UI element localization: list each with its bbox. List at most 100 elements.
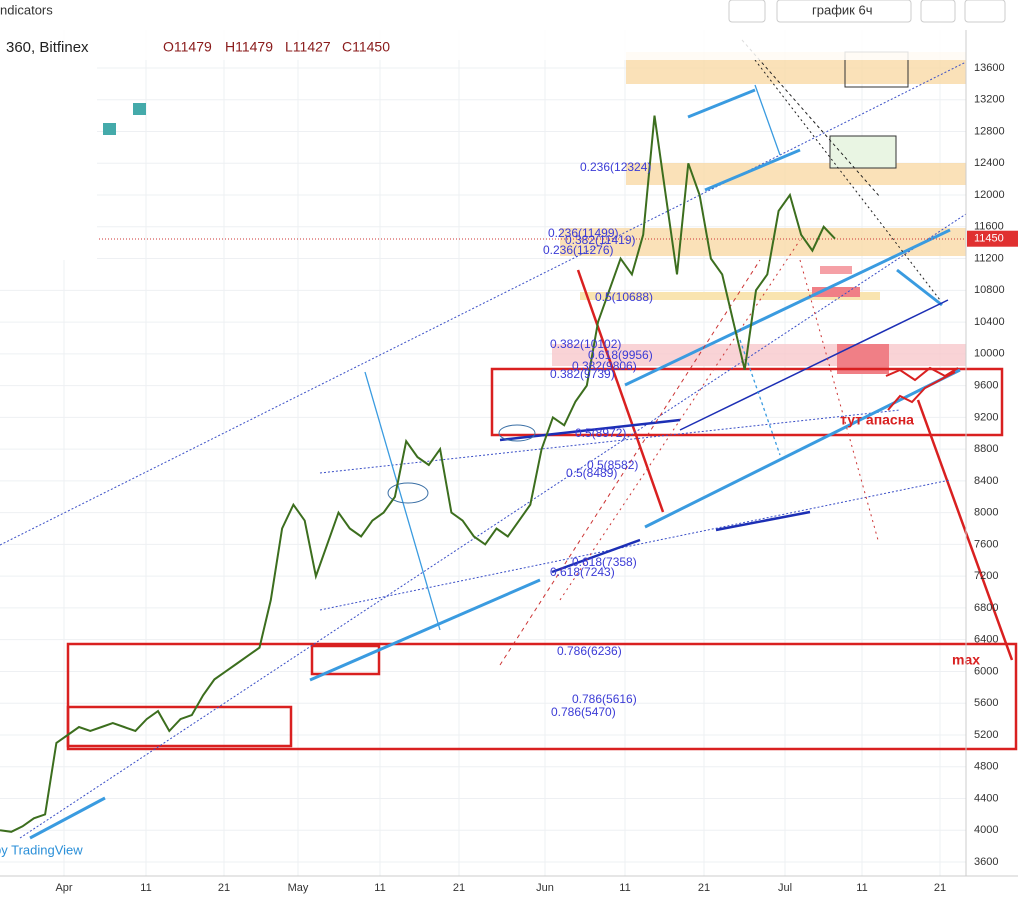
trend-line <box>741 39 881 198</box>
fullscreen-button[interactable] <box>964 0 1006 23</box>
price-tick-label: 12400 <box>974 157 1005 169</box>
red-frame <box>490 367 1004 437</box>
fib-label: 0.5(8582) <box>587 458 638 472</box>
price-tick-label: 6400 <box>974 634 998 646</box>
time-tick-label: 11 <box>619 882 630 894</box>
trend-line <box>309 578 541 682</box>
trend-line <box>704 148 801 192</box>
symbol: 360, Bitfinex <box>6 39 89 56</box>
fib-label: 0.382(11419) <box>565 233 636 247</box>
trend-line <box>687 88 756 119</box>
price-tick-label: 8000 <box>974 507 998 519</box>
time-tick-label: 21 <box>218 882 230 894</box>
trend-line <box>551 538 641 574</box>
fib-label: 0.5(8489) <box>566 466 617 480</box>
time-tick-label: May <box>288 882 309 894</box>
price-line <box>0 115 836 833</box>
indicators-button[interactable]: ndicators <box>0 2 53 17</box>
red-frame <box>310 644 381 676</box>
scribble <box>887 371 956 411</box>
ohlc-value: H11479 <box>225 39 273 55</box>
price-tick-label: 5600 <box>974 697 998 709</box>
time-tick-label: 21 <box>698 882 710 894</box>
time-tick-label: 11 <box>374 882 385 894</box>
screenshot-button[interactable] <box>728 0 766 23</box>
interval-label: график 6ч <box>812 2 872 17</box>
price-tick-label: 3600 <box>974 856 998 868</box>
current-price-label: 11450 <box>974 233 1004 245</box>
price-tick-label: 9600 <box>974 380 998 392</box>
fib-label: 0.786(5616) <box>572 692 637 706</box>
ohlc-value: L11427 <box>285 39 331 55</box>
trend-line <box>715 510 811 532</box>
trend-line <box>624 228 951 387</box>
trend-line <box>754 59 941 301</box>
price-tick-label: 10800 <box>974 284 1005 296</box>
fib-label: 0.236(11276) <box>543 243 614 257</box>
settings-button[interactable] <box>920 0 956 23</box>
price-tick-label: 8400 <box>974 475 998 487</box>
fib-label: 0.382(9806) <box>572 359 637 373</box>
icon[interactable] <box>103 123 116 135</box>
price-tick-label: 7600 <box>974 538 998 550</box>
red-frame <box>66 705 293 748</box>
annotation: тут апасна <box>840 412 914 428</box>
zone <box>626 163 966 185</box>
price-tick-label: 10400 <box>974 316 1005 328</box>
price-tick-label: 12800 <box>974 125 1005 137</box>
fib-label: 0.618(7243) <box>550 565 615 579</box>
trend-line <box>896 268 943 307</box>
time-tick-label: Jun <box>536 882 554 894</box>
price-tick-label: 4000 <box>974 824 998 836</box>
trend-line <box>679 299 949 431</box>
measure-arrow <box>754 84 781 156</box>
price-tick-label: 4400 <box>974 792 998 804</box>
fib-label: 0.786(6236) <box>557 644 622 658</box>
price-tick-label: 13600 <box>974 62 1005 74</box>
scribble <box>885 366 959 382</box>
channel-line <box>319 409 901 474</box>
ohlc-value: C11450 <box>342 39 390 55</box>
red-frame <box>66 642 1018 751</box>
trend-line <box>499 259 761 666</box>
marker-ellipse <box>498 424 536 442</box>
price-tick-label: 13200 <box>974 94 1005 106</box>
indicator-panel <box>0 60 97 260</box>
current-price-box <box>967 230 1018 247</box>
price-tick-label: 6000 <box>974 665 998 677</box>
time-tick-label: 11 <box>140 882 151 894</box>
legend-bar <box>0 30 966 60</box>
trend-line <box>29 796 106 840</box>
trend-line <box>559 239 801 601</box>
fib-label: 0.786(5470) <box>551 705 616 719</box>
fib-label: 0.236(12324) <box>580 160 651 174</box>
trend-line <box>499 418 681 442</box>
zone <box>812 287 860 297</box>
red-arrow <box>916 399 1014 661</box>
time-tick-label: 21 <box>453 882 465 894</box>
fib-label: 0.618(7358) <box>572 555 637 569</box>
channel-line <box>0 61 967 546</box>
price-tick-label: 7200 <box>974 570 998 582</box>
marker-ellipse <box>387 482 429 504</box>
trend-line <box>644 368 961 529</box>
price-tick-label: 9200 <box>974 411 998 423</box>
price-tick-label: 10000 <box>974 348 1005 360</box>
price-tick-label: 6800 <box>974 602 998 614</box>
interval-button[interactable] <box>776 0 912 23</box>
channel-line <box>319 479 951 611</box>
time-tick-label: 11 <box>856 882 867 894</box>
fib-label: 0.382(9739) <box>550 367 615 381</box>
zone <box>560 228 966 256</box>
red-arrow <box>576 269 665 513</box>
icon[interactable] <box>133 103 146 115</box>
time-tick-label: Apr <box>55 882 72 894</box>
fib-label: 0.618(9956) <box>588 348 653 362</box>
price-tick-label: 12000 <box>974 189 1005 201</box>
time-tick-label: 21 <box>934 882 946 894</box>
price-tick-label: 11200 <box>974 252 1004 264</box>
fib-label: 0.5(10688) <box>595 290 653 304</box>
price-tick-label: 5200 <box>974 729 998 741</box>
time-tick-label: Jul <box>778 882 792 894</box>
